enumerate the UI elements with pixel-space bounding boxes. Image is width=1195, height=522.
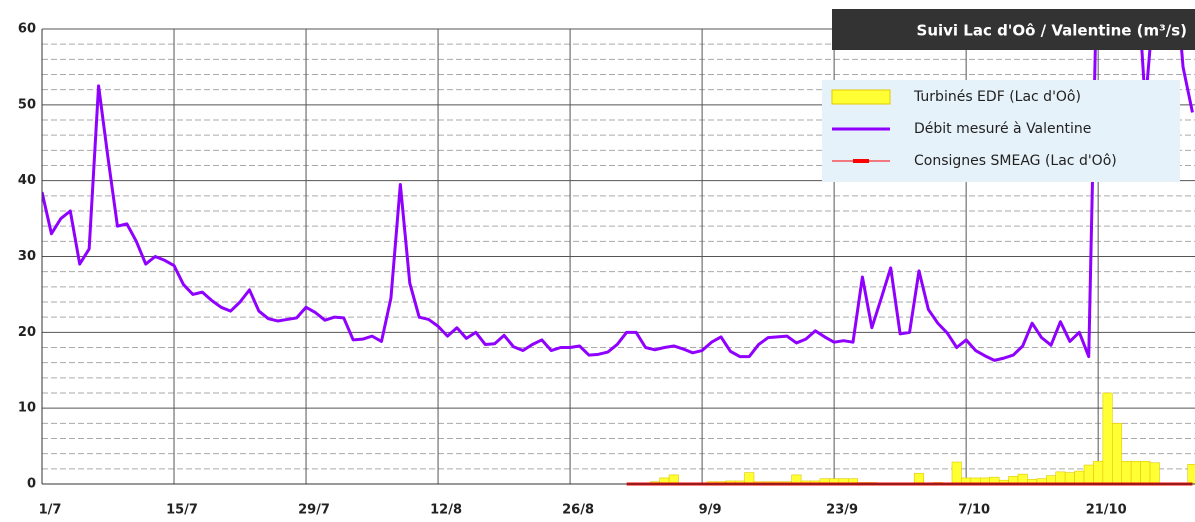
bar: [1130, 460, 1141, 485]
bar: [1112, 423, 1123, 485]
x-tick-label: 29/7: [298, 503, 330, 518]
bar: [1064, 472, 1075, 485]
legend-label: Turbinés EDF (Lac d'Oô): [913, 89, 1081, 105]
bar: [913, 473, 925, 485]
axes: 0 10 20 30 40 50 60 1/7 15/7 29/7 12/8 26/8 9/9 23/9 7…: [18, 22, 1195, 518]
bar: [1093, 460, 1104, 485]
x-tick-label: 26/8: [562, 503, 594, 518]
bar: [1187, 463, 1195, 485]
bar: [1121, 460, 1132, 485]
y-tick-label: 10: [18, 401, 36, 416]
legend-label: Débit mesuré à Valentine: [914, 121, 1091, 137]
y-tick-label: 50: [18, 97, 36, 112]
x-tick-label: 21/10: [1086, 503, 1127, 518]
y-tick-label: 40: [18, 173, 36, 188]
bar: [1055, 471, 1066, 485]
line: [42, 29, 1194, 362]
bar: [1149, 462, 1160, 485]
y-tick-label: 20: [18, 325, 36, 340]
legend: Turbinés EDF (Lac d'Oô) Débit mesuré à Va…: [822, 80, 1180, 182]
bar: [1102, 392, 1113, 485]
x-tick-label: 9/9: [699, 503, 722, 518]
legend-swatch: [831, 89, 891, 105]
y-tick-label: 0: [27, 477, 36, 492]
bar: [744, 472, 755, 485]
x-tick-label: 7/10: [958, 503, 990, 518]
legend-marker: [853, 159, 869, 163]
bar: [1140, 460, 1151, 485]
x-tick-label: 1/7: [39, 503, 62, 518]
x-tick-label: 23/9: [826, 503, 858, 518]
bar: [951, 461, 962, 485]
chart-title: Suivi Lac d'Oô / Valentine (m³/s): [917, 22, 1187, 40]
y-tick-label: 60: [18, 22, 36, 37]
x-tick-label: 15/7: [166, 503, 198, 518]
bar: [1074, 470, 1085, 485]
x-tick-label: 12/8: [430, 503, 462, 518]
legend-label: Consignes SMEAG (Lac d'Oô): [914, 153, 1117, 169]
title-box: [832, 9, 1195, 50]
plot-area: [42, 29, 1195, 486]
bar: [1083, 464, 1094, 485]
y-tick-label: 30: [18, 249, 36, 264]
